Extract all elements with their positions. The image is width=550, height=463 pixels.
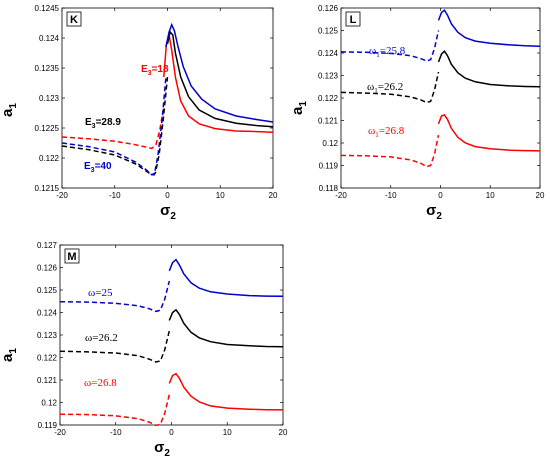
panel-label: K [70,14,78,26]
chart-panel-l: -20 -10 0 10 20 0.118 0.119 0.12 0.121 0.122 0.123… [289,4,545,222]
series-line-dashed [340,71,440,104]
y-tick-label: 0.121 [318,117,339,126]
series-3 [340,113,541,168]
y-tick-label: 0.124 [39,34,60,43]
y-tick-label: 0.123 [39,94,60,103]
x-axis-label: σ2 [426,202,442,222]
series-annotation: ω=26.8 [84,377,117,389]
chart-panel-m: -20 -10 0 10 20 0.119 0.12 0.121 0.122 0.123 0.124… [0,241,288,459]
series-line-dashed [59,394,171,427]
y-tick-label: 0.1245 [35,4,60,13]
y-tick-label: 0.1215 [35,184,60,193]
panel-label: L [350,14,357,26]
y-tick-label: 0.1225 [35,124,60,133]
x-tick-label: -10 [110,428,122,437]
x-tick-label: 10 [216,191,225,200]
series-line-solid [168,308,284,348]
x-tick-label: -10 [385,191,397,200]
plot-area [59,244,284,426]
series-line-dashed [61,106,165,150]
series-annotation: ω1=25.8 [369,45,406,59]
x-axis-label: σ2 [160,202,176,222]
y-tick-label: 0.125 [318,27,339,36]
series-line-solid [166,30,274,128]
x-tick-label: -20 [54,428,66,437]
y-tick-label: 0.122 [39,154,60,163]
x-tick-label: 20 [536,191,545,200]
panel-label-box [345,11,361,27]
chart-panel-k: -20 -10 0 10 20 0.1215 0.122 0.1225 0.123 0.1235 0… [0,4,278,222]
series-line-solid [437,113,541,152]
x-tick-label: 10 [223,428,232,437]
y-tick-label: 0.123 [37,331,58,340]
x-tick-label: 0 [438,191,443,200]
series-2 [61,30,274,176]
series-line-dashed [59,280,171,313]
series-annotation: ω=26.2 [85,332,118,344]
series-2 [340,50,541,104]
plot-area [340,7,541,189]
series-line-solid [165,22,274,123]
x-tick-label: 0 [169,428,174,437]
y-tick-label: 0.121 [37,376,58,385]
y-tick-label: 0.122 [318,94,339,103]
y-tick-label: 0.122 [37,354,58,363]
series-line-dashed [340,134,440,168]
y-tick-label: 0.127 [37,241,58,250]
panel-label: M [67,251,76,263]
x-tick-label: -20 [335,191,347,200]
series-3 [59,372,284,427]
x-axis-label: σ2 [154,439,170,459]
y-tick-label: 0.126 [318,4,339,13]
y-tick-label: 0.1235 [35,64,60,73]
series-annotation: ω=25 [88,287,113,299]
series-line-solid [437,50,541,88]
y-tick-label: 0.118 [319,184,339,193]
y-tick-label: 0.119 [38,421,58,430]
series-line-solid [168,372,284,411]
series-3 [61,22,274,176]
series-annotation: ω1=26.8 [368,125,405,139]
series-1 [59,258,284,313]
series-annotation: E3=40 [84,161,112,174]
y-tick-label: 0.12 [322,139,338,148]
series-annotation: E3=18 [141,64,169,77]
x-tick-label: 20 [269,191,278,200]
series-annotation: ω1=26.2 [367,81,403,95]
y-axis-label: a1 [0,348,19,362]
y-tick-label: 0.124 [318,49,339,58]
y-axis-label: a1 [289,101,309,115]
y-tick-label: 0.125 [37,286,58,295]
series-2 [59,308,284,363]
x-tick-label: 0 [165,191,170,200]
x-tick-label: -20 [56,191,68,200]
series-line-solid [168,258,284,298]
series-line-dashed [61,76,167,176]
series-1 [340,9,541,62]
y-tick-label: 0.126 [37,264,58,273]
y-axis-label: a1 [0,103,19,117]
x-tick-label: 10 [486,191,495,200]
y-tick-label: 0.124 [37,309,58,318]
x-tick-label: -10 [109,191,121,200]
series-line-dashed [340,30,440,62]
y-tick-label: 0.119 [319,162,339,171]
series-line-dashed [59,330,171,363]
panel-label-box [66,11,82,27]
x-tick-label: 20 [279,428,288,437]
series-line-solid [437,9,541,48]
series-annotation: E3=28.9 [85,117,121,130]
y-tick-label: 0.12 [41,399,57,408]
series-line-dashed [61,76,169,176]
y-tick-label: 0.123 [318,72,339,81]
panel-label-box [64,248,80,264]
